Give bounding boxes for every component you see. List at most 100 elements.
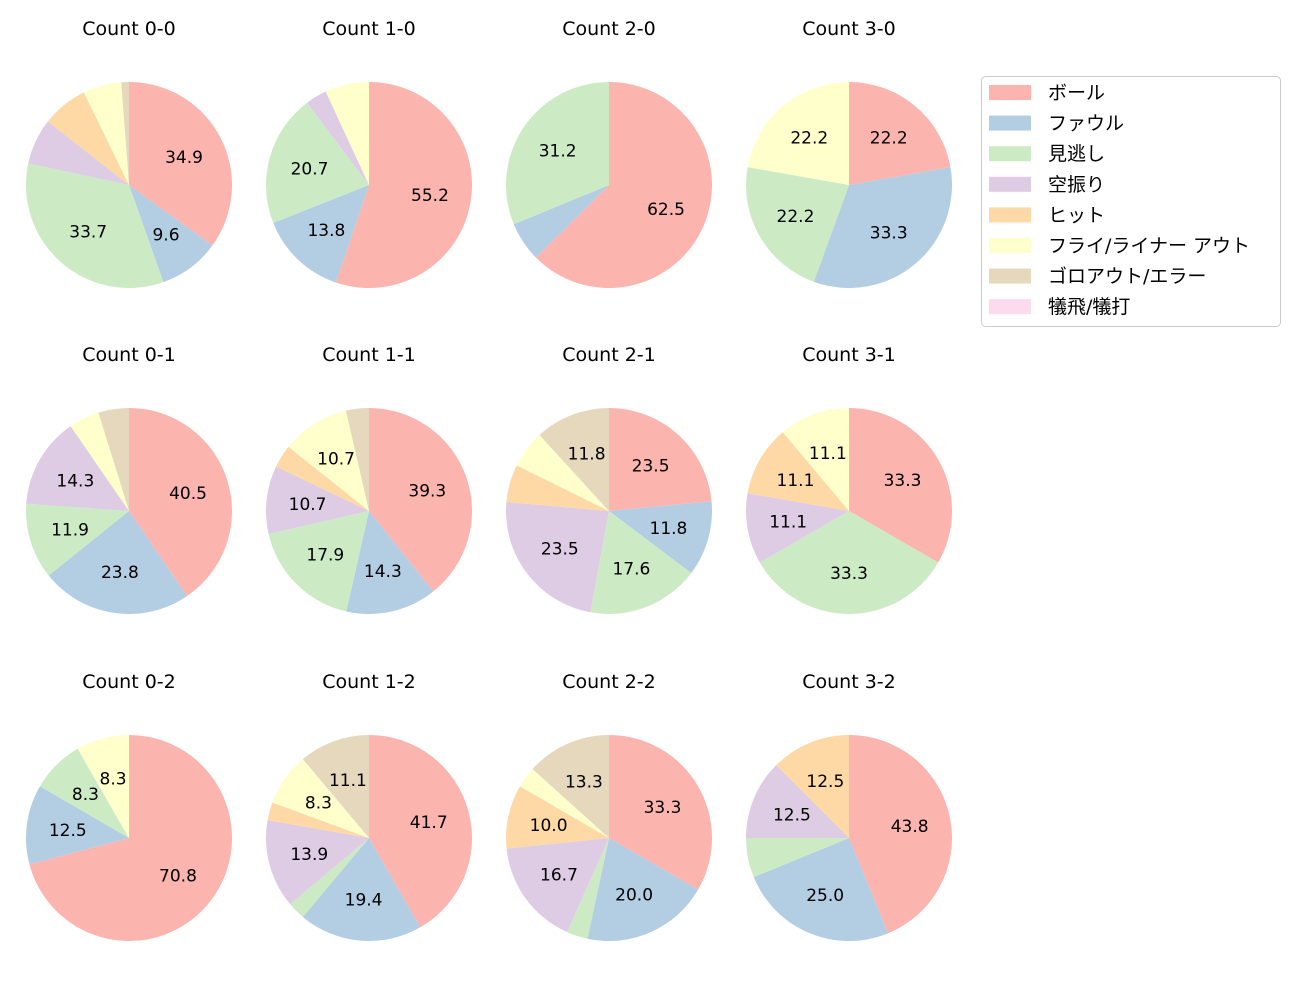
pie-title: Count 3-0 (802, 18, 896, 40)
pie-title: Count 2-2 (562, 671, 656, 693)
pie-slice (516, 435, 609, 511)
slice-label: 23.5 (541, 539, 579, 559)
legend-swatch (989, 176, 1031, 192)
legend-swatch (989, 268, 1031, 284)
legend-label: 犠飛/犠打 (1048, 296, 1130, 318)
slice-label: 16.7 (540, 865, 578, 885)
slice-label: 12.5 (806, 772, 844, 792)
slice-label: 8.3 (100, 769, 127, 789)
pie-slice (609, 735, 712, 890)
slice-label: 23.5 (632, 456, 670, 476)
pie-slice (747, 82, 849, 185)
pie-slice (369, 408, 472, 592)
slice-label: 8.3 (72, 785, 99, 805)
pie-count-0-1: Count 0-1 40.5 23.8 11.9 14.3 (25, 344, 232, 614)
pie-slice (506, 838, 609, 933)
pie-slice (47, 92, 129, 185)
pie-count-0-0: Count 0-0 34.9 9.6 33.7 (26, 18, 232, 289)
pie-title: Count 3-2 (802, 671, 896, 693)
pie-count-2-1: Count 2-1 23.5 11.8 17.6 23.5 11.8 (505, 344, 712, 614)
pie-slice (539, 408, 609, 511)
pie-slice (265, 819, 369, 905)
pie-slice (268, 511, 369, 612)
pie-slice (345, 408, 369, 511)
pie-slice (302, 735, 369, 838)
pie-slice (273, 185, 369, 283)
slice-label: 12.5 (49, 821, 87, 841)
pie-slice (267, 802, 369, 838)
legend-label: 見逃し (1048, 143, 1105, 165)
slice-label: 17.9 (306, 546, 344, 566)
pie-slice (25, 786, 129, 865)
pie-title: Count 0-1 (82, 344, 176, 366)
pie-count-3-0: Count 3-0 22.2 33.3 22.2 22.2 (746, 18, 952, 288)
legend-swatch (989, 299, 1031, 315)
slice-label: 43.8 (891, 817, 929, 837)
slice-label: 13.8 (307, 221, 345, 241)
pie-slice (266, 466, 369, 534)
slice-label: 22.2 (790, 129, 828, 149)
pie-slice (535, 82, 713, 288)
pie-slice (513, 185, 609, 258)
slice-label: 11.1 (329, 771, 367, 791)
pie-slice (346, 511, 434, 614)
pie-slice (70, 412, 129, 511)
pie-title: Count 3-1 (802, 344, 896, 366)
slice-label: 14.3 (364, 562, 402, 582)
slice-label: 31.2 (539, 142, 577, 162)
pie-slice (25, 503, 129, 576)
slice-label: 33.3 (884, 471, 922, 491)
pie-slice (609, 501, 712, 574)
pie-slice (129, 408, 232, 597)
pie-slice (302, 838, 421, 941)
slice-label: 13.3 (565, 773, 603, 793)
pie-slice (29, 735, 233, 941)
pie-slice (369, 735, 473, 928)
pie-slice (746, 167, 849, 282)
slice-label: 10.0 (530, 816, 568, 836)
pie-slice (746, 493, 849, 563)
pie-title: Count 0-0 (82, 18, 176, 40)
pie-count-1-2: Count 1-2 41.7 19.4 13.9 8.311.1 (265, 671, 473, 941)
pie-slice (753, 838, 889, 942)
slice-label: 33.3 (830, 564, 868, 584)
slice-label: 10.7 (317, 450, 355, 470)
pie-slice (288, 410, 369, 511)
slice-label: 25.0 (806, 886, 844, 906)
pie-slice (83, 82, 129, 185)
pie-slice (121, 82, 129, 185)
pie-slice (746, 765, 849, 838)
legend-label: フライ/ライナー アウト (1048, 235, 1250, 257)
pie-slice (276, 446, 369, 511)
pie-count-3-2: Count 3-2 43.8 25.0 12.5 12.5 (746, 671, 953, 942)
slice-label: 19.4 (345, 891, 383, 911)
pie-slice (782, 408, 849, 511)
slice-label: 33.7 (69, 222, 107, 242)
slice-label: 22.2 (777, 207, 815, 227)
pie-title: Count 1-2 (322, 671, 416, 693)
pie-slice (519, 768, 609, 838)
slice-label: 20.7 (291, 159, 329, 179)
pie-slice (609, 408, 712, 511)
pie-slice (28, 121, 129, 185)
pie-slice (335, 82, 473, 288)
legend-swatch (989, 115, 1031, 131)
legend-label: 空振り (1048, 174, 1105, 196)
pie-count-2-0: Count 2-0 62.5 31.2 (506, 18, 713, 288)
legend-label: ファウル (1048, 113, 1124, 135)
slice-label: 11.8 (568, 444, 606, 464)
slice-label: 39.3 (408, 482, 446, 502)
pie-slice (776, 735, 849, 838)
pie-slice (129, 185, 213, 283)
slice-label: 11.9 (51, 520, 89, 540)
pie-slice (290, 838, 369, 917)
pie-slice (272, 759, 369, 838)
pie-slice (77, 735, 129, 838)
slice-label: 33.3 (644, 798, 682, 818)
slice-label: 40.5 (169, 484, 207, 504)
pie-slice (506, 82, 609, 225)
pie-slice (849, 735, 953, 934)
pie-slice (26, 426, 129, 511)
